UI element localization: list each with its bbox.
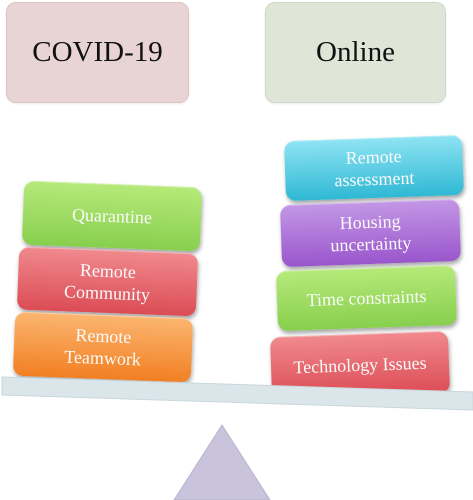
housing-uncertainty-label: Housing uncertainty — [330, 210, 412, 256]
online-label: Online — [316, 36, 395, 68]
fulcrum-triangle — [173, 424, 271, 500]
time-constraints-label: Time constraints — [306, 285, 427, 311]
time-constraints-block: Time constraints — [276, 264, 457, 332]
remote-teamwork-label: Remote Teamwork — [63, 324, 142, 370]
remote-assessment-label: Remote assessment — [334, 146, 415, 191]
remote-community-label: Remote Community — [63, 259, 151, 305]
balance-beam — [1, 376, 473, 411]
remote-assessment-block: Remote assessment — [284, 134, 464, 202]
covid-19-header: COVID-19 — [6, 2, 189, 103]
online-header: Online — [265, 2, 446, 103]
quarantine-block: Quarantine — [21, 180, 203, 252]
remote-community-block: Remote Community — [16, 246, 199, 317]
balance-scale — [1, 376, 473, 500]
remote-teamwork-block: Remote Teamwork — [12, 311, 194, 383]
covid-19-label: COVID-19 — [32, 36, 163, 68]
quarantine-label: Quarantine — [71, 204, 153, 228]
housing-uncertainty-block: Housing uncertainty — [279, 198, 462, 268]
